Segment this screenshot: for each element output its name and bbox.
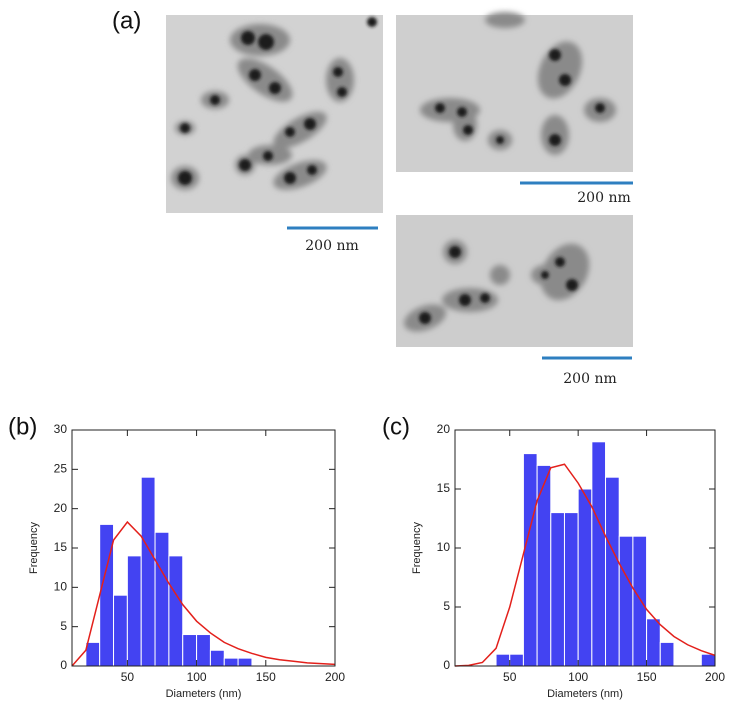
x-axis-label: Diameters (nm) (547, 688, 623, 700)
y-tick-label: 0 (443, 658, 450, 672)
panel-label: (a) (112, 7, 141, 34)
bar (509, 653, 524, 667)
fit-curve (71, 520, 336, 667)
bar (126, 555, 142, 667)
bar (182, 634, 198, 667)
bar (659, 641, 675, 667)
bar (223, 657, 239, 667)
scale-bar-label: 200 nm (305, 238, 358, 254)
bar (605, 476, 620, 667)
y-tick-label: 15 (437, 481, 451, 495)
panel-label: (c) (382, 413, 410, 440)
x-tick-label: 200 (325, 670, 345, 684)
bar (237, 657, 253, 667)
bar (618, 535, 634, 667)
y-tick-label: 0 (60, 658, 67, 672)
y-tick-label: 15 (54, 540, 68, 554)
bar (495, 653, 511, 667)
x-tick-label: 50 (503, 670, 517, 684)
x-tick-label: 100 (568, 670, 588, 684)
panel-label: (b) (8, 413, 37, 440)
y-tick-label: 5 (443, 599, 450, 613)
bar (563, 512, 579, 667)
x-tick-label: 150 (637, 670, 657, 684)
bar (140, 476, 156, 667)
x-tick-label: 100 (187, 670, 207, 684)
x-tick-label: 200 (705, 670, 725, 684)
y-tick-label: 10 (54, 580, 68, 594)
scale-bar-label: 200 nm (563, 371, 616, 387)
bar (154, 531, 170, 667)
bar (700, 653, 716, 667)
bar (168, 555, 184, 667)
bar (550, 512, 565, 667)
y-axis-label: Frequency (411, 522, 423, 574)
scale-bar-label: 200 nm (577, 190, 630, 206)
bar (113, 594, 128, 667)
y-tick-label: 10 (437, 540, 451, 554)
bar (591, 441, 607, 667)
y-tick-label: 20 (54, 501, 68, 515)
x-tick-label: 150 (256, 670, 276, 684)
y-tick-label: 25 (54, 462, 68, 476)
bar (577, 488, 593, 667)
fit-curve (454, 463, 716, 667)
bar (196, 634, 211, 667)
bar (632, 535, 648, 667)
micrograph (166, 12, 633, 360)
bar (522, 453, 538, 667)
bar (85, 641, 101, 667)
y-tick-label: 5 (60, 619, 67, 633)
bar (646, 618, 661, 667)
y-axis-label: Frequency (28, 522, 40, 574)
x-axis-label: Diameters (nm) (166, 688, 242, 700)
x-tick-label: 50 (121, 670, 135, 684)
y-tick-label: 20 (437, 422, 451, 436)
y-tick-label: 30 (54, 422, 68, 436)
bar (209, 649, 225, 667)
